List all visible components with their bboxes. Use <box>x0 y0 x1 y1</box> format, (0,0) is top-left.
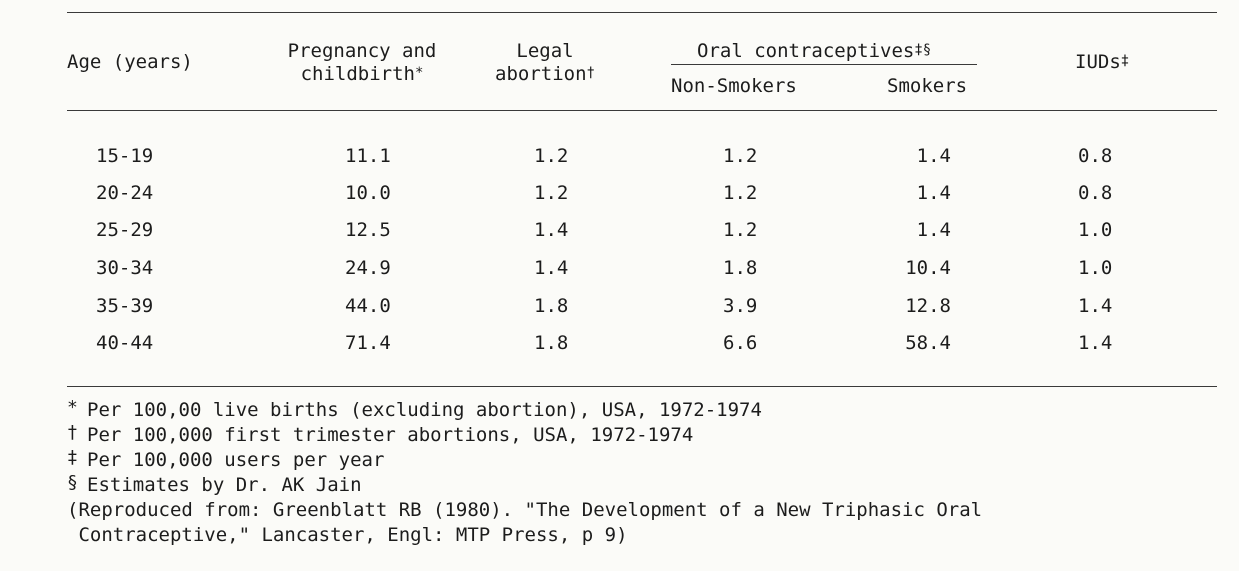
header-pregnancy: Pregnancy and childbirth* <box>272 40 452 88</box>
cell-non-smokers: 1.8 <box>723 257 758 279</box>
cell-iuds: 1.4 <box>1078 295 1113 317</box>
table-bottom-rule <box>67 386 1217 387</box>
header-iuds: IUDs‡ <box>1075 51 1129 76</box>
footnote-text: Per 100,000 users per year <box>87 449 385 471</box>
footnote-mark: * <box>67 397 78 418</box>
cell-iuds: 0.8 <box>1078 145 1113 167</box>
cell-legal-abortion: 1.2 <box>534 182 569 204</box>
cell-pregnancy: 24.9 <box>345 257 391 279</box>
cell-smokers: 1.4 <box>916 145 951 167</box>
cell-iuds: 1.0 <box>1078 257 1113 279</box>
footnote-double-dagger: ‡ Per 100,000 users per year <box>67 447 385 473</box>
footnote-text: Per 100,00 live births (excluding aborti… <box>87 399 762 421</box>
header-smokers: Smokers <box>887 75 968 97</box>
cell-non-smokers: 3.9 <box>723 295 758 317</box>
header-iuds-text: IUDs <box>1075 51 1121 73</box>
header-age-label: Age (years) <box>67 51 193 73</box>
table-top-rule <box>67 12 1217 13</box>
cell-non-smokers: 6.6 <box>723 332 758 354</box>
cell-non-smokers: 1.2 <box>723 182 758 204</box>
header-oral-text: Oral contraceptives <box>697 40 915 62</box>
footnote-text: Per 100,000 first trimester abortions, U… <box>87 424 694 446</box>
cell-legal-abortion: 1.8 <box>534 295 569 317</box>
cell-pregnancy: 11.1 <box>345 145 391 167</box>
cell-iuds: 1.4 <box>1078 332 1113 354</box>
cell-smokers: 58.4 <box>905 332 951 354</box>
cell-iuds: 1.0 <box>1078 219 1113 241</box>
footnote-section: § Estimates by Dr. AK Jain <box>67 472 362 498</box>
source-citation-line2: Contraceptive," Lancaster, Engl: MTP Pre… <box>67 524 628 546</box>
cell-age: 15-19 <box>96 145 154 167</box>
cell-legal-abortion: 1.2 <box>534 145 569 167</box>
header-age: Age (years) <box>67 51 193 74</box>
cell-legal-abortion: 1.8 <box>534 332 569 354</box>
header-legal-line2-text: abortion <box>495 63 587 85</box>
header-legal-line2: abortion† <box>490 63 600 88</box>
source-citation-line1: (Reproduced from: Greenblatt RB (1980). … <box>67 499 983 521</box>
footnote-mark: † <box>67 422 78 443</box>
cell-pregnancy: 71.4 <box>345 332 391 354</box>
cell-smokers: 1.4 <box>916 219 951 241</box>
cell-non-smokers: 1.2 <box>723 219 758 241</box>
header-legal-abortion: Legal abortion† <box>490 40 600 88</box>
footnote-text: Estimates by Dr. AK Jain <box>87 474 362 496</box>
cell-age: 20-24 <box>96 182 154 204</box>
cell-pregnancy: 12.5 <box>345 219 391 241</box>
cell-age: 35-39 <box>96 295 154 317</box>
oral-contraceptives-underline <box>671 64 977 65</box>
cell-legal-abortion: 1.4 <box>534 257 569 279</box>
cell-age: 30-34 <box>96 257 154 279</box>
header-oral-contraceptives: Oral contraceptives‡§ <box>697 40 931 65</box>
footnote-asterisk: * Per 100,00 live births (excluding abort… <box>67 397 762 423</box>
header-legal-line1: Legal <box>516 40 574 62</box>
header-pregnancy-line1: Pregnancy and <box>287 40 437 62</box>
footnote-mark-double-dagger: ‡ <box>1120 53 1130 69</box>
footnote-mark: § <box>67 472 78 493</box>
cell-non-smokers: 1.2 <box>723 145 758 167</box>
table-header-rule <box>67 110 1217 111</box>
cell-pregnancy: 10.0 <box>345 182 391 204</box>
footnote-mark-asterisk: * <box>414 65 424 81</box>
cell-smokers: 10.4 <box>905 257 951 279</box>
footnote-mark-double-dagger-section: ‡§ <box>914 42 932 58</box>
header-non-smokers: Non-Smokers <box>671 75 797 97</box>
cell-age: 25-29 <box>96 219 154 241</box>
header-pregnancy-line2-text: childbirth <box>300 63 415 85</box>
header-pregnancy-line2: childbirth* <box>272 63 452 88</box>
cell-age: 40-44 <box>96 332 154 354</box>
footnote-mark-dagger: † <box>586 65 595 81</box>
footnote-dagger: † Per 100,000 first trimester abortions, … <box>67 422 694 448</box>
cell-smokers: 12.8 <box>905 295 951 317</box>
cell-smokers: 1.4 <box>916 182 951 204</box>
footnote-mark: ‡ <box>67 447 78 468</box>
cell-iuds: 0.8 <box>1078 182 1113 204</box>
cell-legal-abortion: 1.4 <box>534 219 569 241</box>
cell-pregnancy: 44.0 <box>345 295 391 317</box>
